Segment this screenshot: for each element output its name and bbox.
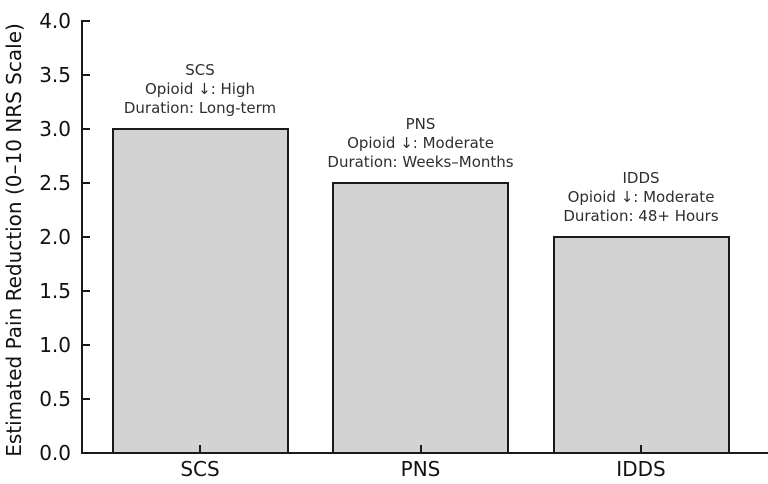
y-tick-mark bbox=[83, 182, 90, 184]
x-tick-label-scs: SCS bbox=[180, 457, 220, 481]
bar-annotation-pns: PNS Opioid ↓: Moderate Duration: Weeks–Mon… bbox=[327, 115, 513, 172]
x-tick-mark bbox=[419, 445, 422, 452]
bar-idds bbox=[552, 236, 730, 454]
y-tick-label: 3.5 bbox=[39, 63, 71, 87]
y-tick-label: 2.5 bbox=[39, 171, 71, 195]
x-tick-mark bbox=[199, 445, 201, 452]
bar-scs bbox=[111, 128, 289, 454]
y-tick-mark bbox=[83, 128, 90, 130]
y-axis-spine bbox=[81, 20, 83, 454]
annotation-line: Opioid ↓: High bbox=[145, 80, 255, 98]
x-tick-label-pns: PNS bbox=[400, 457, 441, 481]
y-tick-label: 4.0 bbox=[39, 9, 71, 33]
y-tick-label: 2.0 bbox=[39, 225, 71, 249]
annotation-line: Opioid ↓: Moderate bbox=[567, 188, 715, 206]
annotation-line: Duration: Weeks–Months bbox=[327, 153, 514, 171]
y-tick-label: 3.0 bbox=[39, 117, 71, 141]
y-tick-mark bbox=[83, 344, 90, 346]
annotation-line: IDDS bbox=[622, 169, 660, 187]
bar-annotation-idds: IDDS Opioid ↓: Moderate Duration: 48+ Hour… bbox=[563, 169, 718, 226]
annotation-line: PNS bbox=[405, 115, 436, 133]
y-tick-mark bbox=[83, 452, 90, 454]
y-tick-mark bbox=[83, 20, 90, 22]
annotation-line: Duration: 48+ Hours bbox=[563, 207, 719, 225]
x-tick-mark bbox=[640, 445, 642, 452]
y-tick-label: 0.5 bbox=[39, 387, 71, 411]
annotation-line: Opioid ↓: Moderate bbox=[347, 134, 494, 152]
y-tick-mark bbox=[83, 236, 90, 238]
y-tick-mark bbox=[83, 74, 90, 76]
bar-pns bbox=[332, 182, 509, 454]
y-tick-label: 0.0 bbox=[39, 441, 71, 465]
annotation-line: SCS bbox=[185, 61, 215, 79]
y-tick-mark bbox=[83, 290, 90, 292]
y-tick-mark bbox=[83, 398, 90, 400]
annotation-line: Duration: Long-term bbox=[123, 99, 277, 117]
y-tick-label: 1.0 bbox=[39, 333, 71, 357]
y-tick-label: 1.5 bbox=[39, 279, 71, 303]
x-tick-label-idds: IDDS bbox=[616, 457, 666, 481]
bar-annotation-scs: SCS Opioid ↓: High Duration: Long-term bbox=[124, 61, 276, 118]
